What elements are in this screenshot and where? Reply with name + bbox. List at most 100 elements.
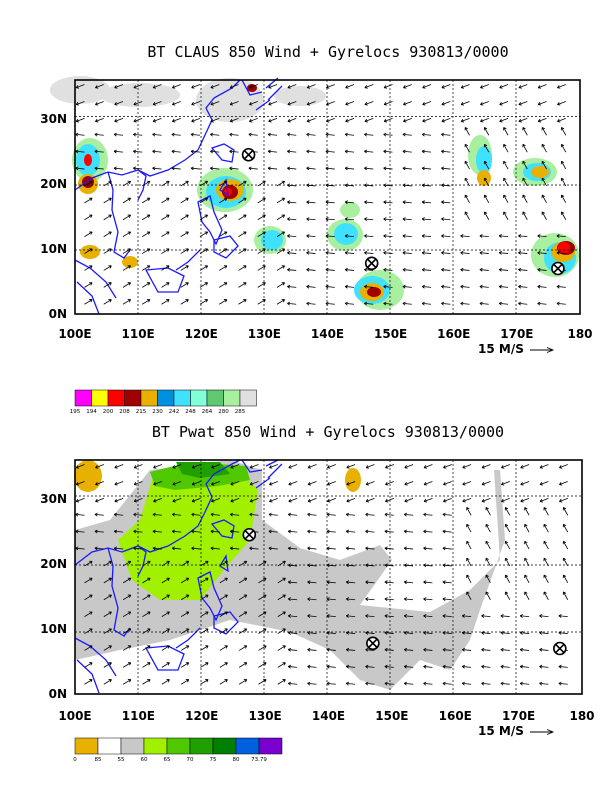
wind-vector <box>268 512 278 517</box>
wind-vector <box>365 681 375 686</box>
colorbar-label: 85 <box>95 757 102 763</box>
wind-vector <box>219 282 228 288</box>
wind-vector <box>421 234 432 238</box>
wind-vector <box>142 299 151 305</box>
wind-vector <box>385 481 394 486</box>
wind-vector <box>345 546 356 551</box>
wind-vector <box>327 464 336 469</box>
wind-vector <box>518 251 528 255</box>
wind-vector <box>200 628 209 634</box>
wind-vector <box>524 523 530 533</box>
wind-vector <box>257 231 266 237</box>
wind-vector <box>180 214 189 221</box>
wind-vector <box>466 557 472 567</box>
wind-vector <box>383 200 393 205</box>
wind-vector <box>441 101 451 106</box>
y-tick-label: 20N <box>40 177 67 191</box>
wind-vector <box>133 464 143 469</box>
wind-vector <box>287 597 298 601</box>
wind-vector <box>122 594 132 601</box>
wind-vector <box>464 160 470 170</box>
wind-vector <box>161 662 170 668</box>
wind-vector <box>287 234 297 238</box>
gyre-markers <box>242 527 567 656</box>
colorbar-swatch <box>189 737 214 755</box>
wind-vector <box>133 117 143 123</box>
wind-vector <box>383 183 393 188</box>
wind-vector <box>383 101 393 106</box>
wind-vector <box>84 282 93 288</box>
wind-vector <box>103 662 112 668</box>
wind-vector <box>466 540 472 550</box>
wind-vector <box>249 512 259 517</box>
wind-vector <box>519 631 530 635</box>
wind-vector <box>404 481 414 486</box>
wind-vector <box>524 507 530 516</box>
wind-vector <box>384 580 394 585</box>
wind-vector <box>541 143 547 153</box>
wind-vector <box>103 231 112 237</box>
wind-vector <box>180 180 189 187</box>
wind-vector <box>75 117 85 123</box>
wind-vector <box>199 180 209 187</box>
claus-panel: BT CLAUS 850 Wind + Gyrelocs 930813/0000 <box>40 43 592 415</box>
wind-vector <box>288 464 298 469</box>
wind-vector <box>172 497 182 503</box>
wind-vector <box>219 594 228 601</box>
wind-vector <box>210 512 220 517</box>
wind-vector <box>441 284 451 289</box>
wind-vector <box>238 560 248 567</box>
wind-vector <box>276 299 286 305</box>
wind-vector <box>365 481 375 486</box>
wind-vector <box>344 132 355 137</box>
wind-vector <box>326 631 336 635</box>
wind-vector <box>562 557 569 567</box>
wind-vector <box>306 117 316 123</box>
wind-vector <box>180 645 190 651</box>
wind-vector <box>365 529 375 534</box>
wind-vector <box>344 200 355 205</box>
wind-vector <box>344 301 355 306</box>
wind-vector <box>504 557 511 567</box>
wind-vector <box>114 497 124 503</box>
wind-vector <box>171 84 181 89</box>
wind-vector <box>503 160 509 170</box>
wind-vector <box>481 631 491 635</box>
wind-vector <box>238 282 247 288</box>
wind-vector <box>560 177 567 187</box>
wind-vector <box>258 679 267 685</box>
wind-vector <box>537 117 547 123</box>
wind-vector <box>402 267 412 272</box>
wind-vector <box>481 664 491 669</box>
wind-vector <box>122 214 132 221</box>
wind-vector <box>345 631 356 635</box>
wind-vector <box>518 234 528 238</box>
wind-vector <box>75 166 85 171</box>
wind-vector <box>210 117 220 123</box>
colorbar-swatch <box>74 389 92 407</box>
wind-vector <box>180 265 189 271</box>
y-tick-label: 0N <box>49 687 67 701</box>
x-tick-label: 170E <box>502 709 535 723</box>
wind-vector <box>152 101 162 106</box>
wind-vector <box>442 631 452 635</box>
wind-vector <box>560 127 567 136</box>
wind-vector <box>498 234 509 238</box>
colorbar-label: 248 <box>185 409 196 415</box>
wind-vector <box>460 301 470 306</box>
wind-vector <box>103 594 112 601</box>
wind-vector <box>503 127 509 136</box>
wind-vector <box>522 194 528 204</box>
wind-vector <box>122 662 132 668</box>
wind-vector <box>402 301 412 306</box>
gyre-cross <box>368 638 378 649</box>
wind-vector <box>122 248 132 254</box>
wind-vector <box>191 529 201 534</box>
wind-vector <box>441 234 451 238</box>
wind-vector <box>142 231 151 237</box>
wind-vector <box>307 529 317 534</box>
axis-tick-labels: 100E 110E 120E 130E 140E 150E 160E 170E 180 0N 10N… <box>40 492 594 723</box>
wind-vector <box>258 594 267 601</box>
wind-vector <box>113 546 124 551</box>
wind-vector <box>562 591 569 600</box>
